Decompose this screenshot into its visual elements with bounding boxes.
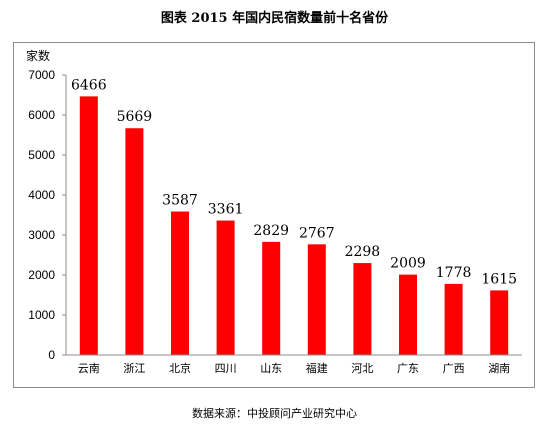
bar-1	[79, 96, 98, 356]
x-tick-label: 四川	[215, 362, 237, 375]
data-label: 3361	[208, 202, 244, 218]
source-note: 数据来源：中投顾问产业研究中心	[192, 407, 357, 420]
data-label: 2829	[253, 223, 289, 239]
data-label: 2298	[345, 244, 381, 260]
y-tick-label: 5000	[28, 148, 55, 162]
y-axis-title: 家数	[26, 48, 50, 63]
bar-4	[216, 220, 235, 355]
data-label: 2009	[390, 256, 426, 272]
bar-9	[444, 283, 463, 355]
x-tick-label: 云南	[78, 362, 100, 375]
data-label: 1615	[481, 271, 517, 287]
y-tick-label: 3000	[28, 228, 55, 242]
y-axis: 0 1000 2000 3000 4000 5000 6000 7000	[28, 68, 67, 362]
bar-2	[125, 128, 144, 355]
y-tick-label: 0	[48, 348, 55, 362]
y-tick-label: 7000	[28, 68, 55, 82]
chart-frame	[13, 42, 535, 388]
bar-5	[262, 241, 281, 355]
data-label: 6466	[71, 77, 107, 93]
bars: 6466 5669 3587 3361 2829 2767 2298 2009 1778 1615	[71, 77, 517, 356]
figure-title: 图表 2015 年国内民宿数量前十名省份	[160, 11, 389, 26]
y-tick-label: 1000	[28, 308, 55, 322]
x-tick-label: 北京	[169, 361, 191, 375]
y-tick-label: 4000	[28, 188, 55, 202]
x-axis: 云南 浙江 北京 四川 山东 福建 河北 广东 广西 湖南	[66, 354, 522, 375]
data-label: 1778	[436, 265, 472, 281]
bar-3	[171, 211, 189, 355]
x-tick-label: 广西	[443, 362, 465, 375]
x-tick-label: 浙江	[123, 362, 145, 375]
x-tick-label: 山东	[260, 362, 282, 375]
y-tick-label: 2000	[28, 268, 55, 282]
x-tick-label: 河北	[351, 362, 373, 375]
bar-6	[307, 244, 326, 355]
data-label: 5669	[117, 109, 153, 125]
x-tick-label: 福建	[306, 361, 328, 375]
x-tick-label: 湖南	[488, 362, 510, 375]
x-tick-label: 广东	[397, 362, 419, 375]
data-label: 2767	[299, 225, 335, 241]
bar-7	[353, 263, 372, 355]
data-label: 3587	[162, 193, 198, 209]
bar-8	[399, 274, 417, 355]
y-tick-label: 6000	[28, 108, 55, 122]
bar-10	[490, 290, 509, 355]
